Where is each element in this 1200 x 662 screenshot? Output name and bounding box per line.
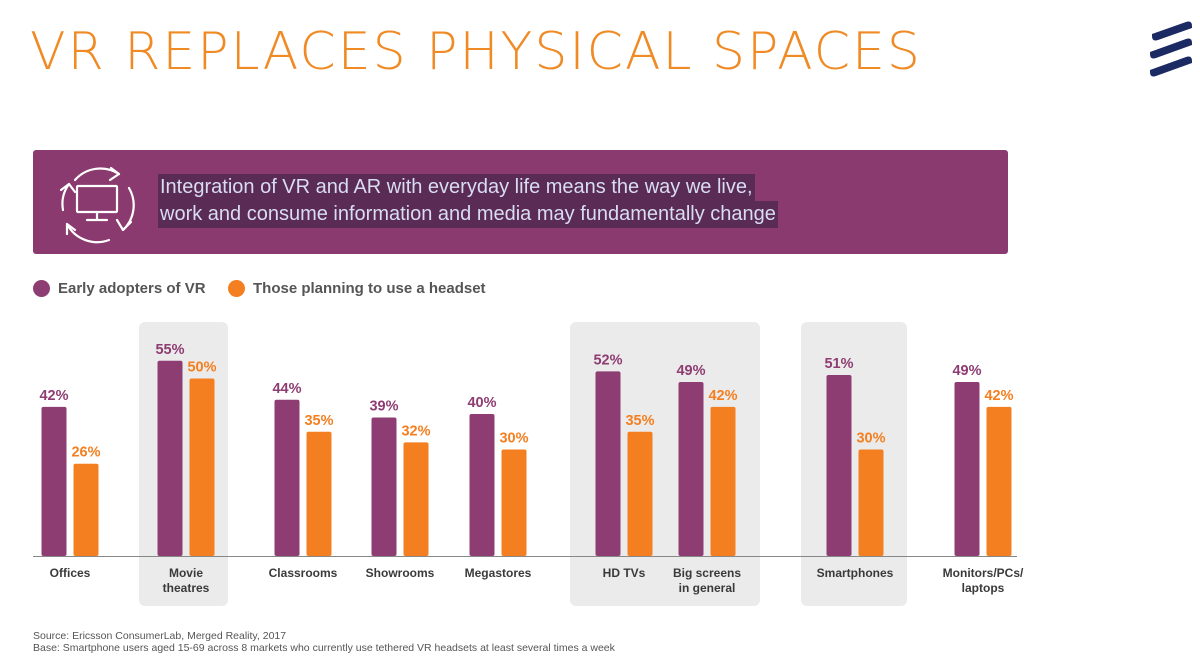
x-tick-label-7: Smartphones xyxy=(817,566,894,580)
monitor-cycle-icon xyxy=(59,166,135,244)
legend-label-planning: Those planning to use a headset xyxy=(253,280,486,297)
data-label-early-adopters-2: 44% xyxy=(272,381,301,397)
highlight-panel-2 xyxy=(801,322,907,606)
ericsson-logo-icon xyxy=(1150,21,1192,77)
data-label-planning-6: 42% xyxy=(708,388,737,404)
legend-label-early-adopters: Early adopters of VR xyxy=(58,280,206,297)
source-note: Source: Ericsson ConsumerLab, Merged Rea… xyxy=(33,630,615,654)
data-label-planning-8: 42% xyxy=(984,388,1013,404)
source-line: Source: Ericsson ConsumerLab, Merged Rea… xyxy=(33,630,287,642)
data-label-early-adopters-0: 42% xyxy=(39,388,68,404)
x-tick-label-8-line-1: laptops xyxy=(962,581,1005,595)
bar-early-adopters-3 xyxy=(371,417,397,556)
data-label-planning-7: 30% xyxy=(856,431,885,447)
data-label-planning-1: 50% xyxy=(187,360,216,376)
bar-planning-7 xyxy=(858,449,884,556)
banner-text: Integration of VR and AR with everyday l… xyxy=(158,174,778,228)
x-tick-label-3: Showrooms xyxy=(366,566,435,580)
data-label-planning-5: 35% xyxy=(625,413,654,429)
data-label-early-adopters-3: 39% xyxy=(369,399,398,415)
banner-line-2: work and consume information and media m… xyxy=(158,201,778,228)
data-label-planning-4: 30% xyxy=(499,431,528,447)
bar-planning-6 xyxy=(710,406,736,556)
data-label-early-adopters-5: 52% xyxy=(593,352,622,368)
bar-early-adopters-5 xyxy=(595,371,621,556)
x-tick-label-6-line-1: in general xyxy=(679,581,736,595)
data-label-early-adopters-8: 49% xyxy=(952,363,981,379)
bar-early-adopters-4 xyxy=(469,414,495,556)
bar-planning-0 xyxy=(73,463,99,556)
x-tick-label-8-line-0: Monitors/PCs/ xyxy=(943,566,1024,580)
bar-planning-8 xyxy=(986,406,1012,556)
legend-item-planning: Those planning to use a headset xyxy=(228,280,486,297)
bar-planning-2 xyxy=(306,431,332,556)
data-label-early-adopters-4: 40% xyxy=(467,395,496,411)
x-tick-label-4: Megastores xyxy=(465,566,532,580)
legend-dot-orange xyxy=(228,280,245,297)
x-tick-label-0: Offices xyxy=(50,566,91,580)
bar-planning-4 xyxy=(501,449,527,556)
x-tick-label-6-line-0: Big screens xyxy=(673,566,741,580)
bar-early-adopters-6 xyxy=(678,382,704,556)
legend-dot-purple xyxy=(33,280,50,297)
x-tick-label-5: HD TVs xyxy=(603,566,646,580)
bar-early-adopters-8 xyxy=(954,382,980,556)
x-tick-label-1-line-1: theatres xyxy=(163,581,210,595)
bar-early-adopters-7 xyxy=(826,374,852,556)
legend-item-early-adopters: Early adopters of VR xyxy=(33,280,206,297)
page-title: VR REPLACES PHYSICAL SPACES xyxy=(30,22,922,82)
data-label-planning-3: 32% xyxy=(401,423,430,439)
data-label-early-adopters-6: 49% xyxy=(676,363,705,379)
data-label-early-adopters-7: 51% xyxy=(824,356,853,372)
base-line: Base: Smartphone users aged 15-69 across… xyxy=(33,642,615,654)
bar-early-adopters-1 xyxy=(157,360,183,556)
bar-planning-3 xyxy=(403,442,429,556)
x-tick-label-2: Classrooms xyxy=(269,566,338,580)
bar-early-adopters-2 xyxy=(274,399,300,556)
x-tick-label-1-line-0: Movie xyxy=(169,566,203,580)
bar-early-adopters-0 xyxy=(41,406,67,556)
banner-line-1: Integration of VR and AR with everyday l… xyxy=(158,174,755,201)
insight-banner: Integration of VR and AR with everyday l… xyxy=(33,150,1008,254)
data-label-early-adopters-1: 55% xyxy=(155,342,184,358)
data-label-planning-0: 26% xyxy=(71,445,100,461)
data-label-planning-2: 35% xyxy=(304,413,333,429)
bar-planning-5 xyxy=(627,431,653,556)
bar-planning-1 xyxy=(189,378,215,556)
